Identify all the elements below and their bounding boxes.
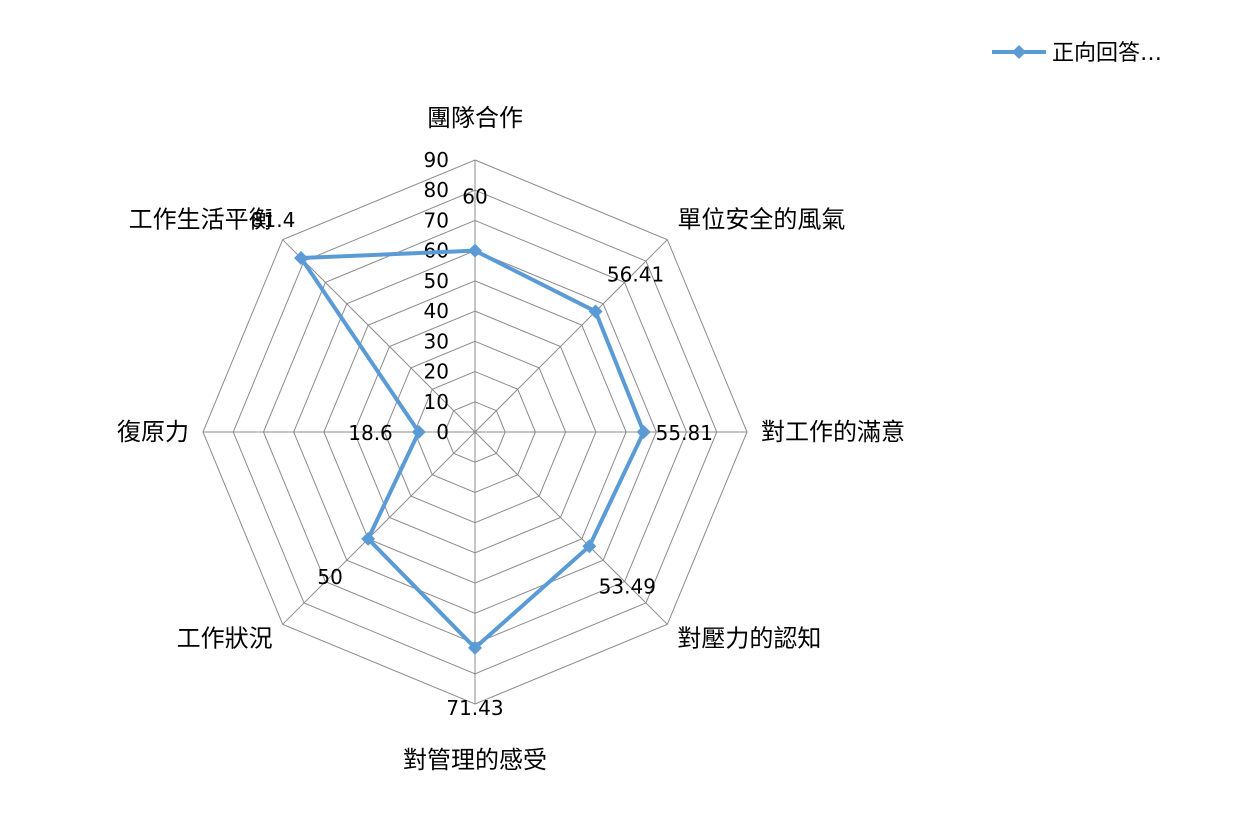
radial-tick-label: 70 xyxy=(424,208,449,232)
data-point-marker xyxy=(582,539,597,554)
data-label: 60 xyxy=(462,185,487,209)
data-label: 18.6 xyxy=(348,421,393,445)
grid-spoke xyxy=(282,431,476,625)
radial-tick-label: 90 xyxy=(424,148,449,172)
category-label: 工作狀況 xyxy=(177,624,273,652)
series: 60 56.41 55.81 53.49 71.43 50 18.6 81.4 xyxy=(251,185,713,720)
grid-spoke xyxy=(474,431,668,625)
data-point-marker xyxy=(294,251,309,266)
category-label: 工作生活平衡 xyxy=(129,206,273,234)
data-label: 81.4 xyxy=(251,208,296,232)
data-point-marker xyxy=(468,243,482,258)
data-point-marker xyxy=(468,640,482,655)
radial-tick-label: 0 xyxy=(436,420,449,444)
category-label: 對管理的感受 xyxy=(403,746,547,774)
data-point-marker xyxy=(361,531,376,546)
grid-spoke xyxy=(282,239,476,433)
legend-entry-label: 正向回答… xyxy=(1052,41,1162,66)
radial-tick-label: 80 xyxy=(424,178,449,202)
data-label: 53.49 xyxy=(599,574,656,598)
legend: 正向回答… xyxy=(992,41,1162,66)
data-label: 50 xyxy=(317,565,342,589)
category-label: 復原力 xyxy=(117,418,189,446)
data-label: 71.43 xyxy=(446,696,503,720)
grid xyxy=(202,159,748,705)
category-label: 對工作的滿意 xyxy=(761,418,905,446)
radial-tick-label: 40 xyxy=(424,299,449,323)
grid-spoke xyxy=(474,239,668,433)
category-label: 對壓力的認知 xyxy=(677,624,821,652)
radial-tick-label: 50 xyxy=(424,269,449,293)
data-point-marker xyxy=(588,304,603,319)
radial-tick-label: 20 xyxy=(424,360,449,384)
data-point-marker xyxy=(636,425,651,439)
radial-tick-label: 30 xyxy=(424,329,449,353)
radial-tick-label: 10 xyxy=(424,390,449,414)
legend-diamond-marker xyxy=(1012,45,1026,59)
data-label: 55.81 xyxy=(656,421,713,445)
category-label: 單位安全的風氣 xyxy=(677,206,845,234)
data-point-marker xyxy=(411,425,426,439)
data-label: 56.41 xyxy=(607,262,664,286)
category-label: 團隊合作 xyxy=(427,104,523,132)
